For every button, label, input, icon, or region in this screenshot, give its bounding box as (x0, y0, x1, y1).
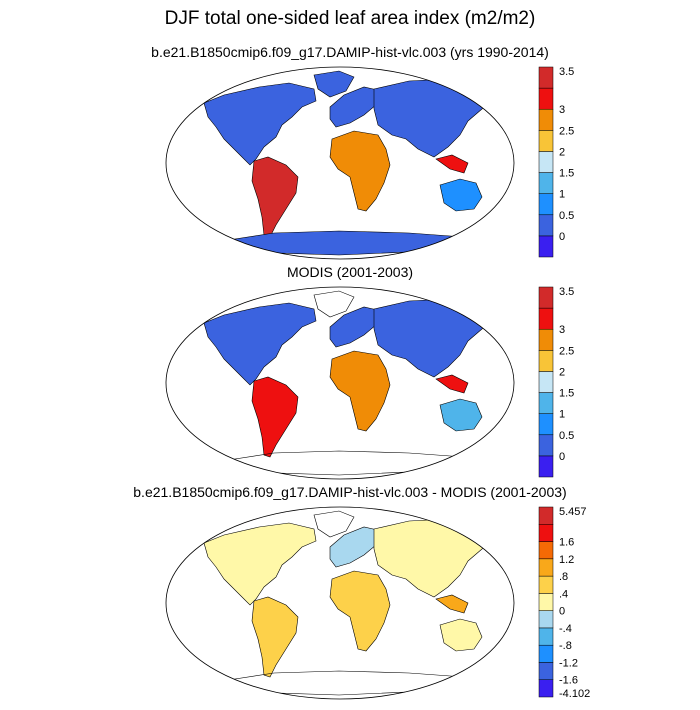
colorbar-swatch (538, 662, 554, 680)
colorbar-swatch (538, 130, 554, 152)
map-border (165, 66, 515, 260)
colorbar-tick-label: 3.5 (559, 66, 574, 78)
colorbar-tick-label: 2 (559, 366, 565, 378)
colorbar-swatch (538, 307, 554, 330)
colorbar-swatch (538, 350, 554, 372)
colorbar-tick-label: .4 (559, 588, 568, 600)
colorbar-tick-label: 1.5 (559, 388, 574, 400)
colorbar-difference: -4.102-1.6 -1.2 -.8 -.4 0 .4 .8 1.2 1.6 5.457 (538, 506, 590, 700)
southeast-asia-landmass (435, 594, 469, 614)
africa-landmass (329, 570, 391, 652)
panel-model-title: b.e21.B1850cmip6.f09_g17.DAMIP-hist-vlc.… (151, 44, 549, 60)
colorbar-swatch (538, 214, 554, 237)
panel-model: 0 0.5 1 1.5 2 2.5 3 3.5 (0, 60, 700, 270)
colorbar-swatch (538, 610, 554, 629)
southeast-asia-landmass (435, 374, 469, 394)
colorbar-tick-label: -1.6 (559, 675, 578, 687)
australia-landmass (439, 398, 483, 432)
colorbar-tick-label: 3.5 (559, 286, 574, 298)
africa-landmass (329, 130, 391, 212)
asia-landmass (373, 78, 495, 158)
colorbar-swatch (538, 558, 554, 577)
colorbar-tick-label: .8 (559, 571, 568, 583)
colorbar-swatch (538, 593, 554, 611)
colorbar-tick-label: 5.457 (559, 506, 587, 518)
colorbar-swatch (538, 286, 554, 309)
asia-landmass (373, 518, 495, 598)
colorbar-swatch (538, 644, 554, 663)
panel-difference: -4.102 -1.6 -1.2 -.8 -.4 0 .4 .8 1.2 1.6 5.457 (0, 500, 700, 710)
colorbar-tick-label: 0 (559, 606, 565, 618)
colorbar-tick-label: -1.2 (559, 657, 578, 669)
europe-landmass (329, 86, 383, 128)
colorbar-swatch (538, 172, 554, 194)
colorbar-tick-label: 1 (559, 409, 565, 421)
north-america-landmass (203, 522, 317, 606)
colorbar-tick-label: 1.2 (559, 554, 574, 566)
colorbar-tick-label: -.8 (559, 640, 572, 652)
map-border (165, 286, 515, 480)
asia-landmass (373, 298, 495, 378)
europe-landmass (329, 526, 383, 568)
australia-landmass (439, 618, 483, 652)
colorbar-swatch (538, 679, 554, 698)
panel-modis-title: MODIS (2001-2003) (286, 264, 414, 280)
africa-landmass (329, 350, 391, 432)
colorbar-swatch (538, 66, 554, 89)
south-america-landmass (251, 596, 299, 678)
colorbar-swatch (538, 235, 554, 258)
colorbar-tick-label: 1 (559, 189, 565, 201)
greenland-landmass (313, 290, 355, 318)
panel-modis: 0 0.5 1 1.5 2 2.5 3 3.5 (0, 280, 700, 490)
colorbar-swatch (538, 371, 554, 393)
colorbar-swatch (538, 627, 554, 646)
colorbar-model: 0 0.5 1 1.5 2 2.5 3 3.5 (538, 66, 574, 258)
colorbar-swatch (538, 151, 554, 173)
colorbar-swatch (538, 193, 554, 216)
europe-landmass (329, 306, 383, 348)
colorbar-tick-label: 0 (559, 451, 565, 463)
colorbar-swatch (538, 328, 554, 351)
colorbar-tick-label: 2 (559, 146, 565, 158)
greenland-landmass (313, 70, 355, 98)
colorbar-swatch (538, 87, 554, 110)
world-map-modis (165, 286, 515, 480)
north-america-landmass (203, 82, 317, 166)
colorbar-tick-label: 0.5 (559, 210, 574, 222)
south-america-landmass (251, 156, 299, 238)
southeast-asia-landmass (435, 154, 469, 174)
colorbar-swatch (538, 524, 554, 542)
world-map-difference (165, 506, 515, 700)
colorbar-tick-label: 1.6 (559, 537, 574, 549)
north-america-landmass (203, 302, 317, 386)
panel-difference-title: b.e21.B1850cmip6.f09_g17.DAMIP-hist-vlc.… (133, 484, 567, 500)
south-america-landmass (251, 376, 299, 458)
colorbar-tick-label: 3 (559, 104, 565, 116)
colorbar-tick-label: 1.5 (559, 168, 574, 180)
australia-landmass (439, 178, 483, 212)
greenland-landmass (313, 510, 355, 538)
world-map-model (165, 66, 515, 260)
colorbar-swatch (538, 506, 554, 525)
colorbar-swatch (538, 541, 554, 560)
colorbar-swatch (538, 108, 554, 131)
colorbar-tick-label: -4.102 (559, 688, 590, 700)
colorbar-swatch (538, 392, 554, 414)
colorbar-modis: 0 0.5 1 1.5 2 2.5 3 3.5 (538, 286, 574, 478)
colorbar-tick-label: 0 (559, 231, 565, 243)
figure-title: DJF total one-sided leaf area index (m2/… (164, 8, 536, 29)
colorbar-tick-label: 2.5 (559, 125, 574, 137)
colorbar-swatch (538, 434, 554, 457)
colorbar-tick-label: 2.5 (559, 345, 574, 357)
colorbar-swatch (538, 413, 554, 436)
colorbar-swatch (538, 455, 554, 478)
map-border (165, 506, 515, 700)
colorbar-tick-label: 3 (559, 324, 565, 336)
colorbar-tick-label: 0.5 (559, 430, 574, 442)
colorbar-swatch (538, 575, 554, 594)
colorbar-tick-label: -.4 (559, 623, 572, 635)
